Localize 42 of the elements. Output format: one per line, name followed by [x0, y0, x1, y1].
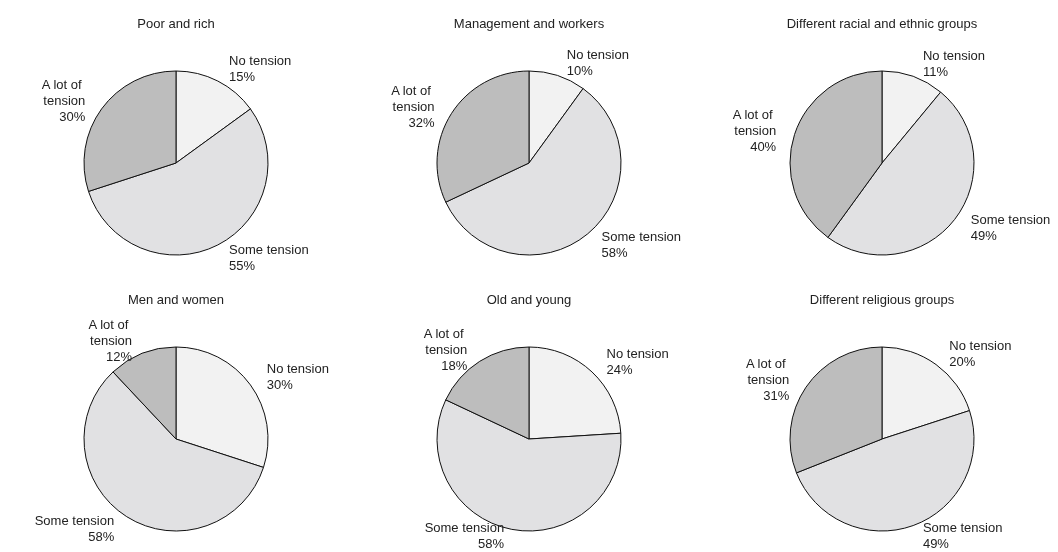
slice-label: No tension [606, 346, 669, 362]
data-label: 58% [478, 535, 505, 551]
slice-label: Some tension [229, 241, 309, 257]
slice-label: No tension [922, 47, 986, 63]
chart-title: Different religious groups [809, 292, 955, 307]
data-label: 30% [266, 377, 294, 393]
chart-title: Poor and rich [137, 16, 215, 31]
data-label: 55% [229, 257, 256, 273]
slice-label: Some tension [34, 513, 115, 528]
data-label: 10% [566, 62, 594, 78]
data-label: 40% [750, 138, 777, 154]
data-label: 32% [408, 114, 435, 130]
data-label: 15% [229, 69, 256, 85]
slice-label: No tension [949, 337, 1012, 353]
chart-title: Men and women [127, 292, 225, 307]
data-label: 31% [763, 387, 790, 403]
chart-title: Different racial and ethnic groups [786, 16, 978, 31]
slice-label: A lot of tension [745, 355, 790, 387]
data-label: 30% [59, 109, 86, 125]
slice-label: A lot of tension [88, 316, 132, 348]
data-label: 18% [441, 358, 468, 373]
data-label: 24% [606, 362, 634, 378]
slice-label: Some tension [601, 229, 682, 245]
slice-label: A lot of tension [41, 77, 86, 109]
data-label: 49% [970, 228, 998, 244]
data-label: 58% [88, 529, 115, 544]
slice-label: A lot of tension [732, 106, 777, 138]
slice-label: Some tension [970, 212, 1051, 228]
slice-label: Some tension [922, 519, 1003, 535]
data-label: 11% [922, 63, 949, 79]
chart-title: Old and young [486, 292, 572, 307]
slice-label: No tension [266, 361, 329, 377]
slice-label: A lot of tension [391, 82, 435, 114]
slice-label: A lot of tension [423, 326, 468, 357]
slice-label: No tension [566, 46, 629, 62]
data-label: 58% [601, 245, 629, 261]
data-label: 20% [949, 353, 976, 369]
slice-label: Some tension [424, 519, 505, 535]
data-label: 12% [105, 348, 133, 364]
data-label: 49% [922, 535, 950, 551]
chart-title: Management and workers [453, 16, 605, 31]
slice-label: No tension [229, 53, 292, 69]
